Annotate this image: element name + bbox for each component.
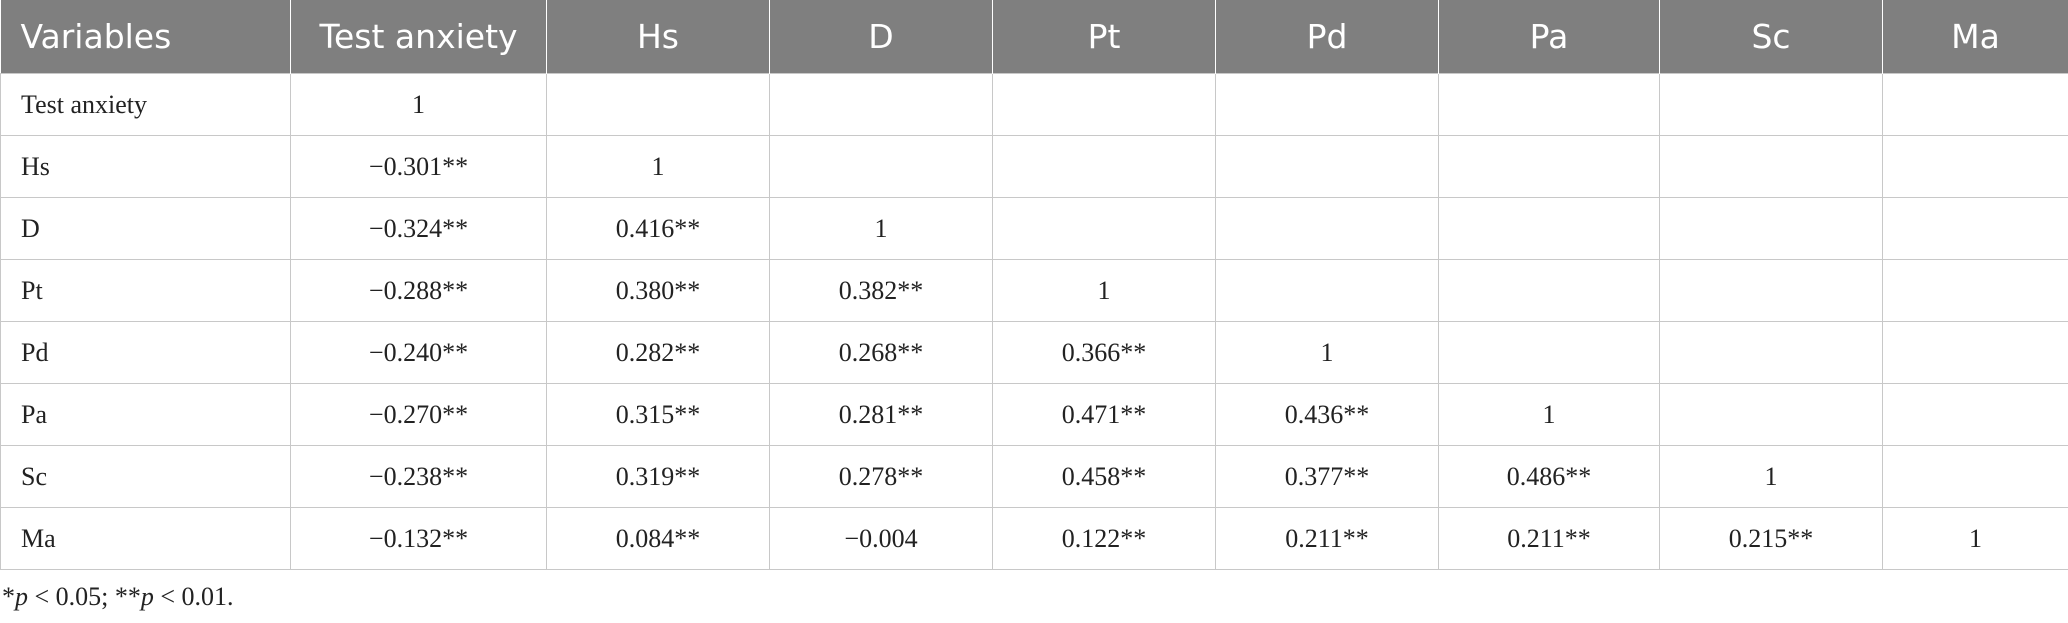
cell: 1 bbox=[1882, 507, 2068, 570]
cell: −0.238** bbox=[290, 445, 547, 508]
cell: 0.268** bbox=[769, 321, 993, 384]
footnote-part: * bbox=[2, 582, 15, 611]
row-label: Pa bbox=[0, 383, 291, 446]
footnote-part: p bbox=[140, 582, 154, 611]
row-label: Sc bbox=[0, 445, 291, 508]
empty-cell bbox=[1438, 259, 1660, 322]
header-cell: Ma bbox=[1882, 0, 2068, 74]
empty-cell bbox=[1882, 135, 2068, 198]
empty-cell bbox=[769, 73, 993, 136]
empty-cell bbox=[1882, 445, 2068, 508]
footnote-part: < 0.05; ** bbox=[28, 582, 141, 611]
empty-cell bbox=[1659, 73, 1883, 136]
table-row: Hs −0.301** 1 bbox=[0, 135, 2068, 198]
table-row: Pt −0.288** 0.380** 0.382** 1 bbox=[0, 259, 2068, 322]
cell: 0.458** bbox=[992, 445, 1216, 508]
header-cell: D bbox=[769, 0, 993, 74]
row-label: Ma bbox=[0, 507, 291, 570]
cell: 0.281** bbox=[769, 383, 993, 446]
row-label: Pd bbox=[0, 321, 291, 384]
cell: 0.380** bbox=[546, 259, 770, 322]
cell: 0.282** bbox=[546, 321, 770, 384]
empty-cell bbox=[1659, 259, 1883, 322]
row-label: Test anxiety bbox=[0, 73, 291, 136]
cell: 1 bbox=[1659, 445, 1883, 508]
table-row: Ma −0.132** 0.084** −0.004 0.122** 0.211** 0.2… bbox=[0, 507, 2068, 570]
empty-cell bbox=[1438, 135, 1660, 198]
table-row: Test anxiety 1 bbox=[0, 73, 2068, 136]
empty-cell bbox=[992, 73, 1216, 136]
cell: −0.301** bbox=[290, 135, 547, 198]
cell: 0.211** bbox=[1438, 507, 1660, 570]
cell: −0.270** bbox=[290, 383, 547, 446]
cell: −0.004 bbox=[769, 507, 993, 570]
cell: 0.084** bbox=[546, 507, 770, 570]
empty-cell bbox=[1882, 259, 2068, 322]
empty-cell bbox=[769, 135, 993, 198]
cell: 0.366** bbox=[992, 321, 1216, 384]
cell: 0.486** bbox=[1438, 445, 1660, 508]
cell: 1 bbox=[769, 197, 993, 260]
header-cell: Hs bbox=[546, 0, 770, 74]
table-body: Test anxiety 1 Hs −0.301** 1 D −0.324** 0.416**… bbox=[0, 73, 2068, 570]
cell: 1 bbox=[1438, 383, 1660, 446]
footnote-part: < 0.01. bbox=[153, 582, 234, 611]
header-cell: Test anxiety bbox=[290, 0, 547, 74]
table-row: D −0.324** 0.416** 1 bbox=[0, 197, 2068, 260]
header-cell: Pd bbox=[1215, 0, 1439, 74]
empty-cell bbox=[1659, 135, 1883, 198]
footnote: *p < 0.05; **p < 0.01. bbox=[2, 582, 234, 612]
empty-cell bbox=[1882, 383, 2068, 446]
cell: 1 bbox=[1215, 321, 1439, 384]
cell: 1 bbox=[992, 259, 1216, 322]
correlation-table: Variables Test anxiety Hs D Pt Pd Pa Sc Ma Test … bbox=[0, 0, 2068, 570]
header-row: Variables Test anxiety Hs D Pt Pd Pa Sc Ma bbox=[0, 0, 2068, 74]
table-row: Sc −0.238** 0.319** 0.278** 0.458** 0.377** 0.… bbox=[0, 445, 2068, 508]
cell: 0.315** bbox=[546, 383, 770, 446]
table-row: Pa −0.270** 0.315** 0.281** 0.471** 0.436** 1 bbox=[0, 383, 2068, 446]
cell: 1 bbox=[290, 73, 547, 136]
cell: 0.436** bbox=[1215, 383, 1439, 446]
cell: −0.240** bbox=[290, 321, 547, 384]
cell: −0.324** bbox=[290, 197, 547, 260]
header-cell: Pa bbox=[1438, 0, 1660, 74]
empty-cell bbox=[1438, 321, 1660, 384]
cell: 0.471** bbox=[992, 383, 1216, 446]
row-label: Pt bbox=[0, 259, 291, 322]
cell: 0.211** bbox=[1215, 507, 1439, 570]
cell: 0.319** bbox=[546, 445, 770, 508]
cell: 1 bbox=[546, 135, 770, 198]
empty-cell bbox=[1882, 321, 2068, 384]
empty-cell bbox=[1659, 383, 1883, 446]
empty-cell bbox=[1882, 73, 2068, 136]
header-cell: Pt bbox=[992, 0, 1216, 74]
cell: −0.132** bbox=[290, 507, 547, 570]
empty-cell bbox=[1438, 197, 1660, 260]
header-cell: Sc bbox=[1659, 0, 1883, 74]
empty-cell bbox=[1215, 259, 1439, 322]
empty-cell bbox=[1438, 73, 1660, 136]
cell: 0.215** bbox=[1659, 507, 1883, 570]
empty-cell bbox=[1659, 197, 1883, 260]
empty-cell bbox=[1215, 73, 1439, 136]
empty-cell bbox=[546, 73, 770, 136]
cell: 0.278** bbox=[769, 445, 993, 508]
row-label: D bbox=[0, 197, 291, 260]
empty-cell bbox=[1215, 197, 1439, 260]
cell: 0.382** bbox=[769, 259, 993, 322]
empty-cell bbox=[992, 135, 1216, 198]
table-row: Pd −0.240** 0.282** 0.268** 0.366** 1 bbox=[0, 321, 2068, 384]
cell: 0.122** bbox=[992, 507, 1216, 570]
cell: 0.416** bbox=[546, 197, 770, 260]
header-cell: Variables bbox=[0, 0, 291, 74]
footnote-part: p bbox=[15, 582, 28, 611]
empty-cell bbox=[1882, 197, 2068, 260]
empty-cell bbox=[992, 197, 1216, 260]
row-label: Hs bbox=[0, 135, 291, 198]
cell: −0.288** bbox=[290, 259, 547, 322]
cell: 0.377** bbox=[1215, 445, 1439, 508]
empty-cell bbox=[1659, 321, 1883, 384]
empty-cell bbox=[1215, 135, 1439, 198]
